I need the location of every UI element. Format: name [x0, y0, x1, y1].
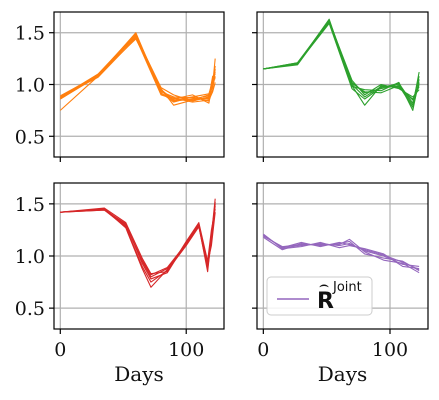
series-line [60, 34, 216, 101]
panel-top-left: 0.5 1.0 1.5 [15, 11, 225, 162]
series-line [60, 35, 216, 101]
series-line [263, 236, 420, 272]
x-axis-label: Days [114, 362, 164, 386]
ytick-label: 0.5 [15, 126, 45, 148]
xtick-label: 0 [54, 339, 66, 361]
legend-label-base: R [317, 289, 334, 314]
series-line [60, 203, 216, 283]
series-line [60, 35, 216, 102]
series-line [263, 235, 420, 274]
ytick-label: 1.5 [15, 194, 45, 216]
series-line [60, 208, 216, 276]
ytick-label: 0.5 [15, 298, 45, 320]
series-line [263, 19, 420, 108]
ytick-label: 1.0 [15, 246, 45, 268]
series-line [263, 21, 420, 106]
legend-box [266, 276, 373, 316]
series-line [60, 205, 216, 280]
legend-label-sup: Joint [332, 280, 362, 295]
ytick-label: 1.5 [15, 23, 45, 45]
series-line [262, 233, 420, 270]
series-line [263, 234, 420, 271]
series-line [60, 37, 216, 104]
series-line [263, 22, 420, 104]
legend-hat-icon: ⌢ [319, 275, 330, 294]
ytick-label: 1.0 [15, 75, 45, 97]
xtick-label: 100 [168, 339, 204, 361]
series-line [60, 207, 216, 275]
xtick-label: 0 [257, 339, 269, 361]
series-line [60, 201, 216, 288]
x-axis-label: Days [318, 362, 368, 386]
xtick-label: 100 [372, 339, 408, 361]
panel-top-right [252, 11, 429, 162]
